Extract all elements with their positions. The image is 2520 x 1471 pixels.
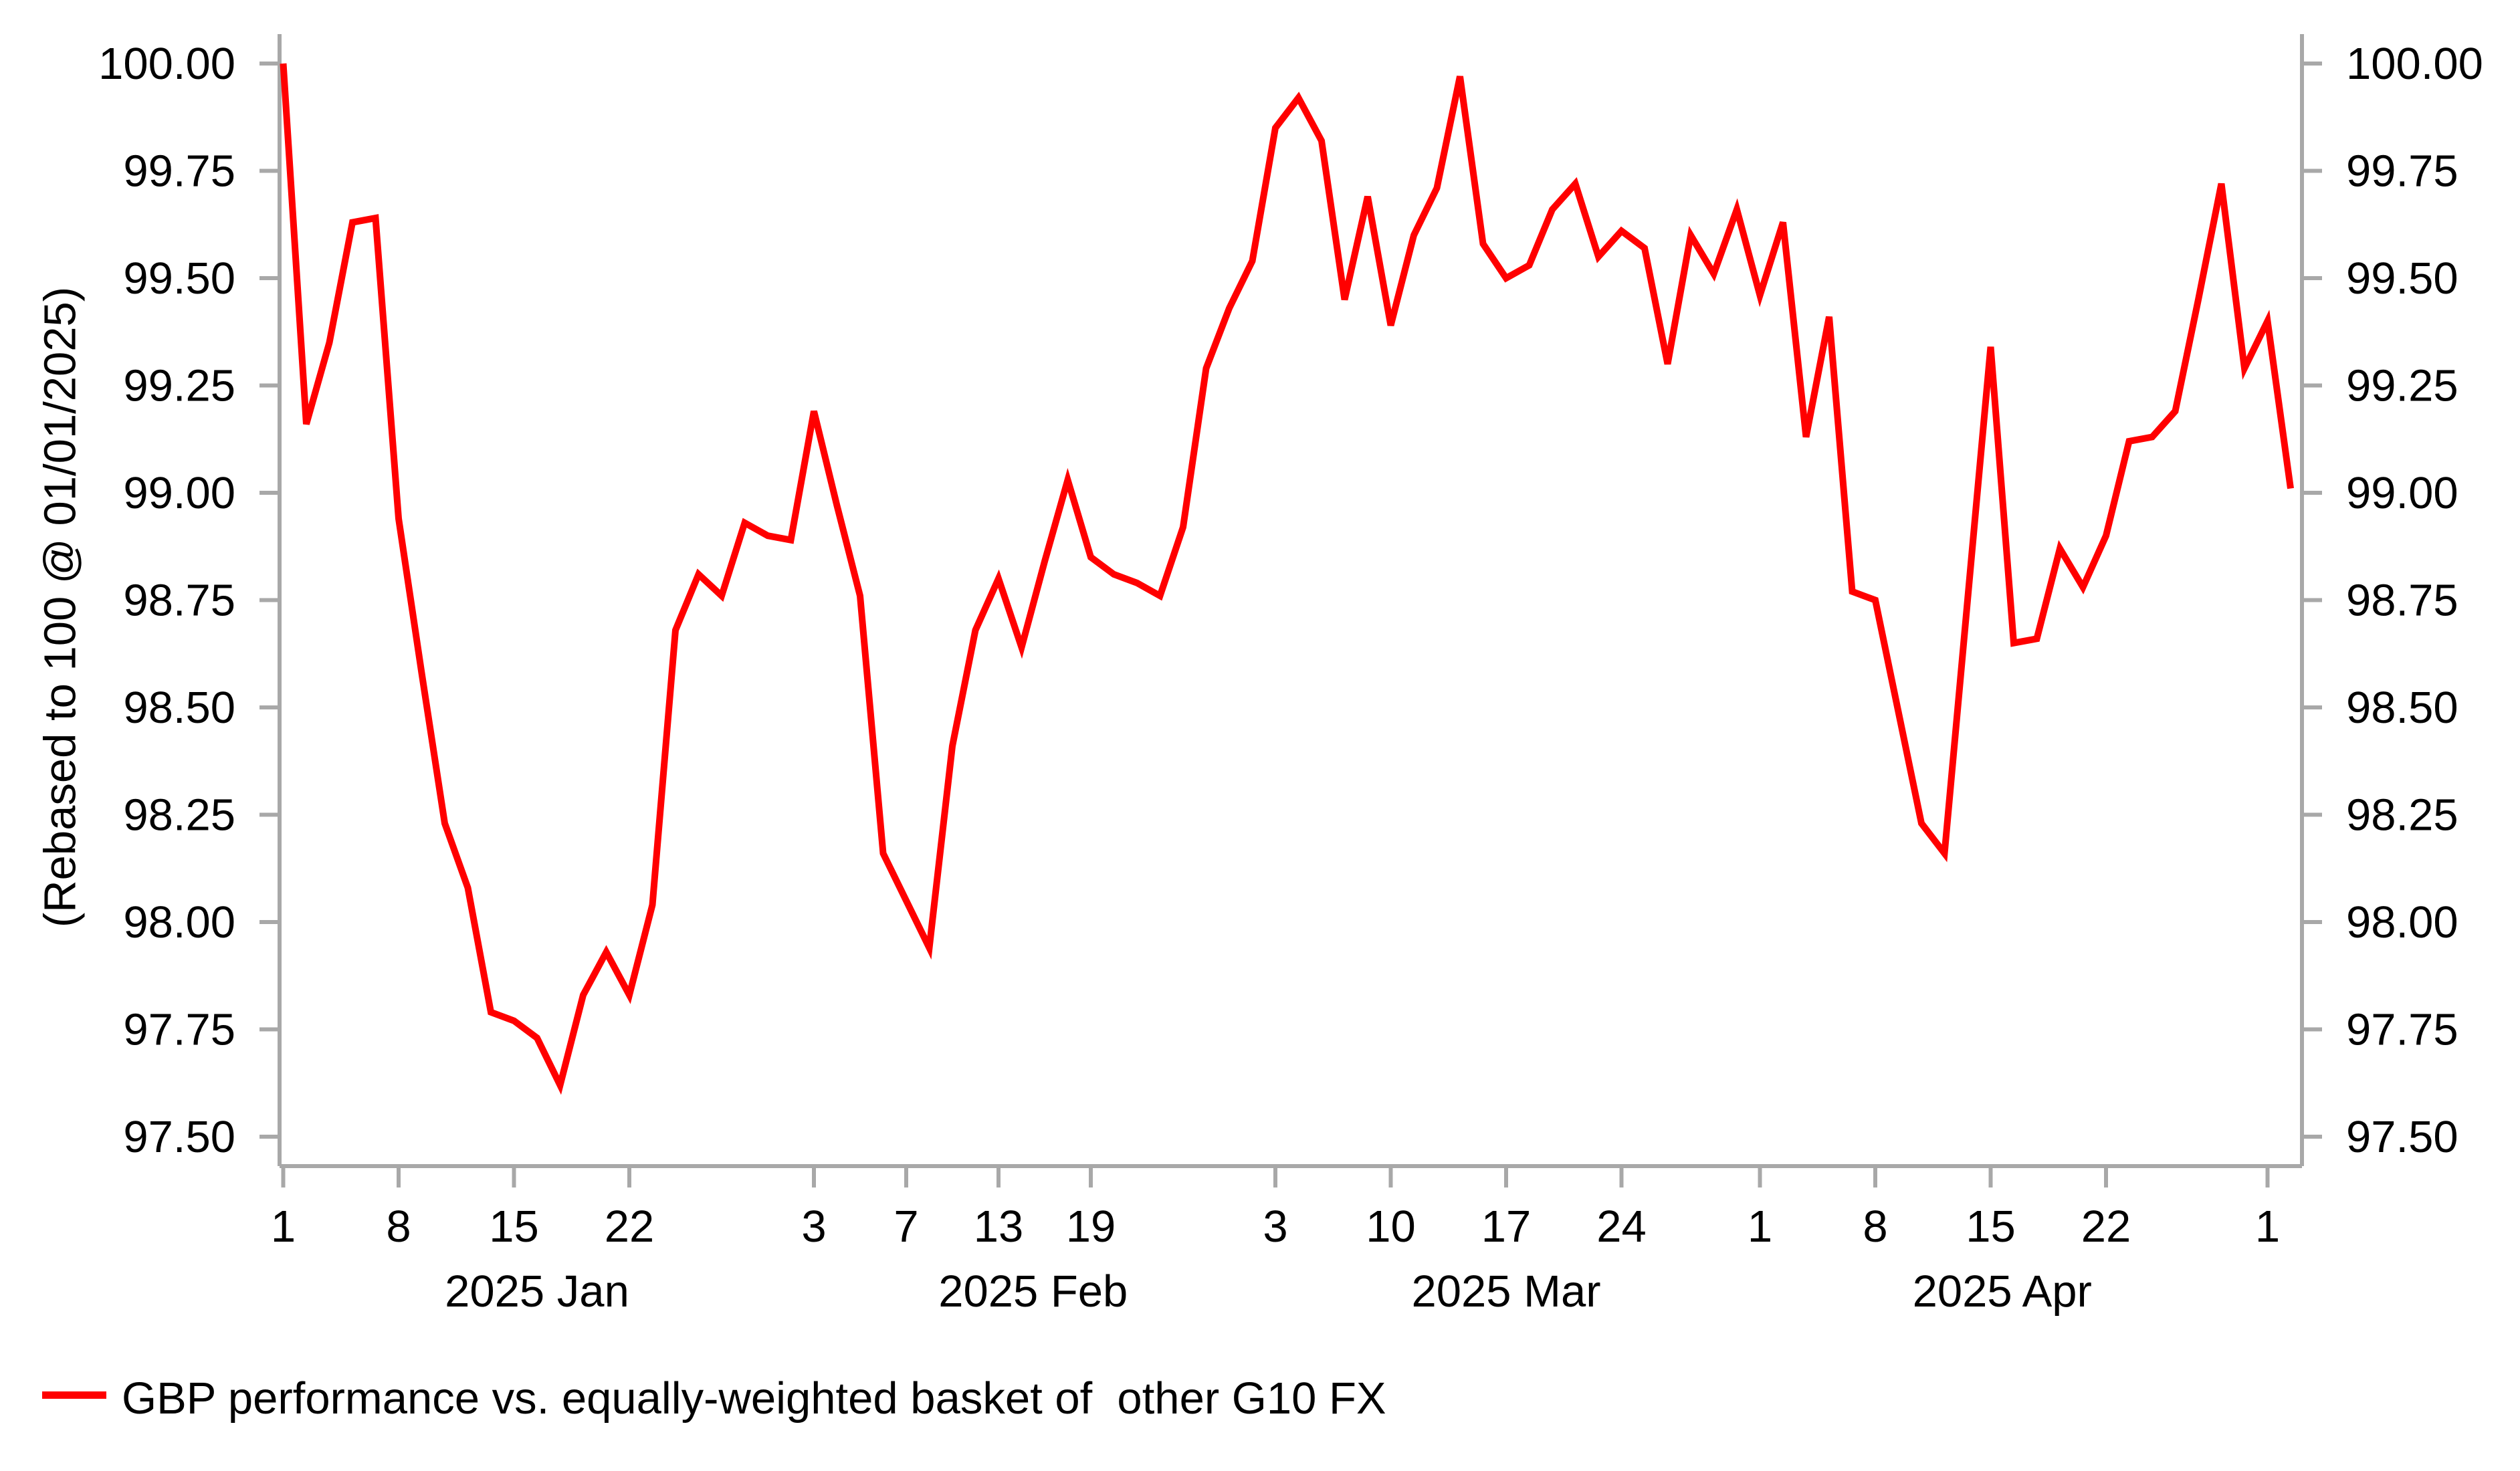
y-tick-label-right: 98.25 bbox=[2346, 790, 2458, 840]
legend-label: GBP performance vs. equally-weighted bas… bbox=[122, 1373, 1386, 1424]
x-tick-label: 17 bbox=[1481, 1202, 1532, 1252]
legend: GBP performance vs. equally-weighted bas… bbox=[0, 0, 2520, 1421]
x-tick-label: 1 bbox=[2255, 1202, 2280, 1252]
y-tick-label-left: 98.25 bbox=[123, 790, 235, 840]
x-tick-label: 7 bbox=[894, 1202, 918, 1252]
y-tick-label-right: 100.00 bbox=[2346, 39, 2483, 89]
x-tick-label: 3 bbox=[1263, 1202, 1287, 1252]
month-label: 2025 Jan bbox=[445, 1266, 629, 1317]
x-tick-label: 1 bbox=[271, 1202, 296, 1252]
y-tick-label-right: 99.25 bbox=[2346, 361, 2458, 411]
y-tick-label-right: 99.00 bbox=[2346, 468, 2458, 518]
y-tick-label-right: 98.00 bbox=[2346, 897, 2458, 947]
y-tick-label-right: 99.50 bbox=[2346, 253, 2458, 304]
y-tick-label-right: 98.50 bbox=[2346, 683, 2458, 733]
month-label: 2025 Feb bbox=[938, 1266, 1128, 1317]
y-tick-label-right: 97.75 bbox=[2346, 1005, 2458, 1055]
legend-line-swatch bbox=[42, 1391, 106, 1399]
y-tick-label-left: 97.75 bbox=[123, 1005, 235, 1055]
x-tick-label: 8 bbox=[386, 1202, 411, 1252]
y-tick-label-left: 97.50 bbox=[123, 1112, 235, 1162]
x-tick-label: 24 bbox=[1596, 1202, 1647, 1252]
x-tick-label: 13 bbox=[974, 1202, 1024, 1252]
y-tick-label-right: 97.50 bbox=[2346, 1112, 2458, 1162]
y-tick-label-left: 100.00 bbox=[98, 39, 235, 89]
x-tick-label: 22 bbox=[2081, 1202, 2131, 1252]
y-tick-label-left: 98.75 bbox=[123, 576, 235, 626]
y-tick-label-left: 98.00 bbox=[123, 897, 235, 947]
month-label: 2025 Apr bbox=[1913, 1266, 2092, 1317]
y-tick-label-right: 98.75 bbox=[2346, 576, 2458, 626]
x-tick-label: 8 bbox=[1863, 1202, 1887, 1252]
y-tick-label-left: 99.75 bbox=[123, 146, 235, 197]
x-tick-label: 22 bbox=[605, 1202, 655, 1252]
x-tick-label: 15 bbox=[1966, 1202, 2016, 1252]
y-tick-label-left: 99.25 bbox=[123, 361, 235, 411]
x-tick-label: 1 bbox=[1748, 1202, 1772, 1252]
y-tick-label-left: 99.00 bbox=[123, 468, 235, 518]
y-tick-label-left: 98.50 bbox=[123, 683, 235, 733]
gbp-performance-line bbox=[280, 63, 2294, 1095]
y-tick-label-right: 99.75 bbox=[2346, 146, 2458, 197]
x-tick-label: 10 bbox=[1366, 1202, 1416, 1252]
x-tick-label: 15 bbox=[489, 1202, 539, 1252]
month-label: 2025 Mar bbox=[1411, 1266, 1600, 1317]
y-tick-label-left: 99.50 bbox=[123, 253, 235, 304]
x-tick-label: 19 bbox=[1066, 1202, 1116, 1252]
x-tick-label: 3 bbox=[801, 1202, 826, 1252]
